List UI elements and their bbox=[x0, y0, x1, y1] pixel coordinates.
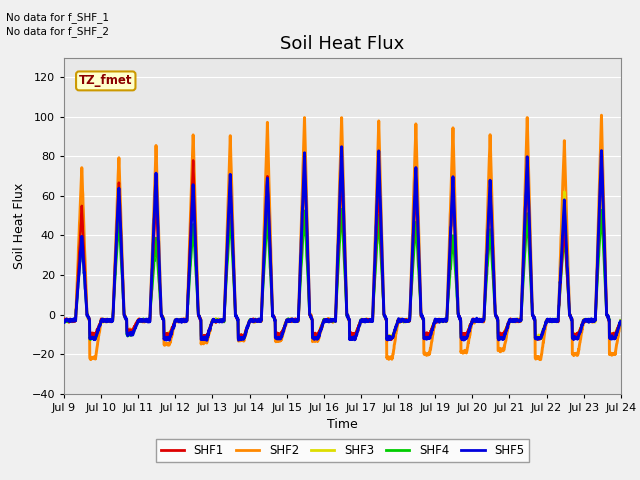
SHF3 bbox=[216, 317, 223, 323]
SHF4 bbox=[60, 318, 68, 324]
SHF2 bbox=[568, 316, 575, 322]
Line: SHF3: SHF3 bbox=[64, 167, 621, 338]
SHF5 bbox=[60, 318, 68, 324]
SHF3 bbox=[568, 315, 575, 321]
SHF5 bbox=[371, 257, 379, 263]
SHF1 bbox=[617, 319, 625, 325]
SHF5 bbox=[359, 317, 367, 323]
Line: SHF1: SHF1 bbox=[64, 158, 621, 340]
SHF3 bbox=[388, 335, 396, 341]
SHF4 bbox=[86, 337, 94, 343]
SHF5 bbox=[216, 319, 223, 325]
Text: No data for f_SHF_2: No data for f_SHF_2 bbox=[6, 26, 109, 37]
SHF1 bbox=[60, 316, 68, 322]
SHF2 bbox=[60, 318, 68, 324]
SHF1 bbox=[568, 316, 575, 322]
Line: SHF2: SHF2 bbox=[64, 115, 621, 360]
SHF3 bbox=[617, 317, 625, 323]
Line: SHF5: SHF5 bbox=[64, 147, 621, 340]
SHF1 bbox=[215, 318, 223, 324]
SHF1 bbox=[358, 317, 366, 323]
SHF3 bbox=[504, 319, 512, 325]
SHF5 bbox=[568, 316, 575, 322]
Y-axis label: Soil Heat Flux: Soil Heat Flux bbox=[13, 182, 26, 269]
SHF2 bbox=[583, 318, 591, 324]
SHF4 bbox=[504, 321, 512, 326]
SHF5 bbox=[338, 144, 346, 150]
SHF2 bbox=[537, 357, 545, 362]
SHF2 bbox=[358, 319, 366, 324]
SHF3 bbox=[60, 317, 68, 323]
SHF3 bbox=[584, 318, 591, 324]
SHF4 bbox=[216, 317, 223, 323]
SHF1 bbox=[504, 322, 512, 327]
SHF3 bbox=[189, 164, 197, 169]
SHF2 bbox=[598, 112, 605, 118]
SHF1 bbox=[371, 278, 378, 284]
SHF2 bbox=[371, 262, 378, 268]
SHF2 bbox=[617, 319, 625, 325]
SHF1 bbox=[583, 318, 591, 324]
SHF5 bbox=[584, 318, 591, 324]
Text: No data for f_SHF_1: No data for f_SHF_1 bbox=[6, 12, 109, 23]
SHF5 bbox=[504, 321, 512, 326]
Title: Soil Heat Flux: Soil Heat Flux bbox=[280, 35, 404, 53]
SHF5 bbox=[203, 337, 211, 343]
SHF3 bbox=[358, 318, 366, 324]
X-axis label: Time: Time bbox=[327, 418, 358, 431]
SHF4 bbox=[359, 318, 367, 324]
SHF3 bbox=[371, 276, 378, 281]
SHF4 bbox=[584, 318, 591, 324]
SHF4 bbox=[338, 206, 346, 212]
SHF4 bbox=[371, 276, 379, 282]
Legend: SHF1, SHF2, SHF3, SHF4, SHF5: SHF1, SHF2, SHF3, SHF4, SHF5 bbox=[156, 439, 529, 462]
Text: TZ_fmet: TZ_fmet bbox=[79, 74, 132, 87]
SHF5 bbox=[617, 319, 625, 324]
SHF4 bbox=[568, 316, 575, 322]
SHF4 bbox=[617, 318, 625, 324]
SHF2 bbox=[504, 325, 512, 331]
SHF1 bbox=[384, 337, 392, 343]
SHF2 bbox=[215, 318, 223, 324]
SHF1 bbox=[598, 155, 605, 161]
Line: SHF4: SHF4 bbox=[64, 209, 621, 340]
